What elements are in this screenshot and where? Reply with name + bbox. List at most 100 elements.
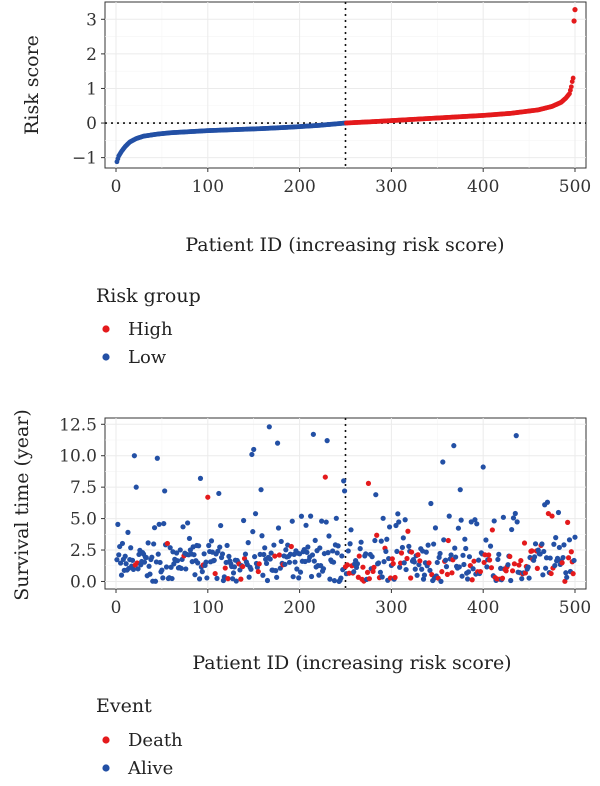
survival-time-point <box>118 572 125 578</box>
survival-time-point <box>230 570 237 576</box>
survival-time-point <box>152 578 159 584</box>
survival-time-point <box>437 550 443 557</box>
survival-time-point <box>255 568 261 575</box>
survival-time-point <box>453 554 459 560</box>
survival-time-point <box>434 559 440 566</box>
survival-time-point <box>201 551 207 557</box>
survival-time-point <box>511 561 518 567</box>
survival-time-y-tick-label: 12.5 <box>59 415 97 435</box>
survival-time-point <box>231 564 238 570</box>
survival-time-point <box>114 557 120 563</box>
survival-time-point <box>164 540 171 547</box>
survival-time-point <box>484 564 490 570</box>
survival-time-point <box>118 560 124 566</box>
survival-time-point <box>303 522 309 528</box>
survival-time-y-tick-label: 5.0 <box>70 510 97 530</box>
risk-score-grid <box>105 2 586 168</box>
survival-time-point <box>483 537 489 543</box>
survival-time-point <box>451 443 457 449</box>
survival-time-point <box>219 551 226 557</box>
survival-time-x-tick-label: 400 <box>467 598 499 618</box>
survival-time-point <box>417 558 423 564</box>
survival-time-point <box>347 541 353 547</box>
survival-time-point <box>513 433 519 439</box>
survival-time-x-tick-label: 0 <box>111 598 122 618</box>
risk-group-legend: Risk group High Low <box>96 285 201 368</box>
survival-time-point <box>151 525 158 531</box>
survival-time-point <box>431 541 437 547</box>
survival-time-point <box>371 564 377 570</box>
survival-time-point <box>311 558 317 564</box>
survival-time-y-tick-label: 7.5 <box>70 478 97 498</box>
survival-time-point <box>186 535 193 542</box>
survival-time-point <box>389 556 395 562</box>
survival-time-point <box>365 480 372 486</box>
survival-time-point <box>262 545 268 551</box>
survival-time-point <box>563 570 569 576</box>
survival-time-point <box>191 552 197 558</box>
survival-time-point <box>287 551 294 557</box>
survival-time-point <box>476 557 482 563</box>
survival-time-point <box>474 521 480 527</box>
survival-time-point <box>218 522 224 529</box>
survival-time-point <box>258 487 264 493</box>
risk-score-point <box>571 18 577 24</box>
survival-time-y-tick-label: 0.0 <box>70 572 97 592</box>
survival-time-point <box>421 572 428 578</box>
survival-time-point <box>298 513 305 519</box>
survival-time-point <box>448 552 454 558</box>
survival-time-point <box>537 551 543 557</box>
survival-time-point <box>135 566 141 572</box>
survival-time-point <box>248 566 254 572</box>
survival-time-point <box>446 513 452 519</box>
survival-time-point <box>565 555 572 561</box>
legend-death-label: Death <box>128 730 183 751</box>
survival-time-point <box>423 549 429 555</box>
survival-time-x-tick-label: 500 <box>559 598 591 618</box>
survival-time-point <box>341 488 348 494</box>
survival-time-point <box>534 565 540 571</box>
survival-time-x-axis-title: Patient ID (increasing risk score) <box>192 652 511 674</box>
survival-time-point <box>157 559 163 566</box>
survival-time-point <box>325 550 331 556</box>
survival-time-point <box>500 514 506 520</box>
survival-time-point <box>544 499 551 505</box>
survival-time-point <box>466 554 473 560</box>
survival-time-point <box>488 565 495 571</box>
survival-time-point <box>141 559 148 565</box>
survival-time-point <box>487 557 493 563</box>
survival-time-point <box>568 549 574 555</box>
survival-time-point <box>129 557 136 563</box>
survival-time-point <box>169 575 175 582</box>
survival-time-point <box>241 517 247 524</box>
survival-time-point <box>539 541 545 547</box>
survival-time-point <box>395 511 401 517</box>
risk-score-x-tick-label: 300 <box>375 177 407 197</box>
survival-time-point <box>512 510 518 517</box>
survival-time-point <box>556 544 562 551</box>
survival-time-point <box>495 556 501 563</box>
survival-time-point <box>543 565 549 571</box>
survival-time-point <box>346 570 352 576</box>
survival-time-point <box>177 547 183 553</box>
survival-time-point <box>487 543 494 549</box>
survival-time-point <box>130 566 137 572</box>
survival-time-point <box>211 557 217 563</box>
survival-time-point <box>396 519 402 525</box>
survival-time-point <box>547 555 553 561</box>
survival-time-point <box>212 570 218 577</box>
survival-time-point <box>274 574 280 580</box>
survival-time-point <box>452 545 458 551</box>
survival-time-x-tick-label: 200 <box>283 598 315 618</box>
legend-alive-label: Alive <box>127 758 173 779</box>
survival-time-point <box>116 552 122 558</box>
survival-time-point <box>354 561 361 567</box>
survival-time-point <box>375 560 382 566</box>
survival-time-point <box>401 560 407 566</box>
survival-time-point <box>289 518 295 524</box>
survival-time-point <box>252 511 259 517</box>
survival-time-point <box>461 561 467 568</box>
risk-score-x-tick-label: 500 <box>559 177 591 197</box>
survival-time-point <box>339 553 345 559</box>
survival-time-point <box>334 550 340 556</box>
